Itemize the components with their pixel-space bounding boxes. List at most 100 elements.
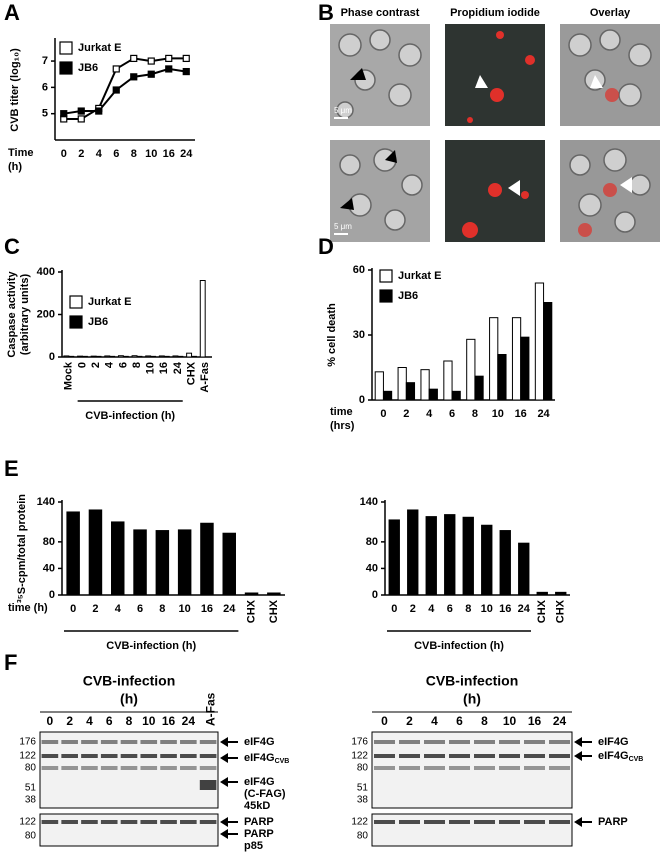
band [424,740,445,744]
band [100,740,118,744]
x-tick-label: CHX [185,361,197,385]
bar [499,530,511,596]
lane-label: 10 [142,714,156,728]
band [100,820,118,824]
lane-label: 0 [381,714,388,728]
panel-label: F [4,650,17,675]
x-tick-label: 6 [117,362,129,368]
panel-label: B [318,0,334,25]
panel-label: E [4,456,19,481]
band-label: eIF4GCVB [598,750,643,763]
band-label: eIF4GCVB [244,752,289,765]
band [499,740,520,744]
point [112,65,120,73]
band [180,740,197,744]
x-tick-label: CHX [555,599,567,623]
legend-label: Jurkat E [88,296,131,308]
y-tick-label: 80 [43,536,55,548]
x-tick-label: CHX [536,599,548,623]
bar [474,375,484,401]
y-tick-label: 400 [37,266,55,278]
x-tick-label: 16 [201,603,213,615]
bar [244,592,259,596]
x-tick-label: 24 [223,603,236,615]
panel-label: A [4,0,20,25]
bar [444,514,456,596]
band-label-main: PARP [598,816,628,828]
point [112,86,120,94]
band [499,820,520,824]
lane-label: 8 [481,714,488,728]
x-tick-label: 10 [481,603,493,615]
y-tick-label: 5 [42,108,48,120]
point [182,54,190,63]
band [199,740,217,744]
band [140,754,158,758]
band-label: eIF4G [244,736,275,748]
y-axis-label: Caspase activity [6,271,18,358]
arrow-head [574,817,582,827]
bar [117,355,124,358]
band [41,766,59,770]
band [81,740,98,744]
band [549,754,570,758]
bar [122,355,129,358]
band [449,740,470,744]
bar [536,591,548,596]
x-tick-label: 10 [179,603,191,615]
y-tick-label: 0 [49,351,55,363]
mw-marker: 51 [357,783,369,794]
x-tick-label: 6 [449,408,455,420]
legend-swatch [59,41,73,55]
bar [133,529,147,596]
x-tick-label: 4 [115,603,122,615]
mw-marker: 80 [357,831,369,842]
lane-label: 24 [182,714,196,728]
x-tick-label: 2 [78,148,84,160]
blot-membrane [39,813,219,847]
x-tick-label: 4 [96,148,103,160]
y-axis-label: ³⁵S-cpm/total protein [16,494,28,603]
x-tick-label: 2 [90,362,102,368]
blot-membrane [371,813,573,847]
bar [489,317,499,401]
band [100,754,118,758]
bar [518,542,530,596]
y-tick-label: 140 [37,496,55,508]
y-tick-label: 0 [359,394,365,406]
x-tick-label: 10 [492,408,504,420]
band-label-sub: CVB [275,758,290,765]
bar [407,509,419,596]
point [77,107,85,115]
pi-stain [462,31,619,238]
x-tick-label: CHX [268,599,280,623]
band [424,820,445,824]
bar [200,522,214,596]
point [165,54,173,63]
scale-label: 5 μm [334,106,352,115]
x-tick-label: 4 [104,361,116,368]
bar [191,355,197,358]
bar [111,521,125,596]
lane-label: 6 [106,714,113,728]
lane-label: 2 [66,714,73,728]
arrow-head [574,737,582,747]
mw-marker: 38 [357,795,369,806]
band [499,754,520,758]
x-tick-label: A-Fas [199,362,211,393]
arrow-head [220,777,228,787]
lane-label: 16 [528,714,542,728]
arrow-head [220,817,228,827]
bar [77,355,83,358]
point [95,107,103,115]
x-axis-label: Time [8,147,33,159]
point [147,57,155,65]
lane-label: 8 [126,714,133,728]
mw-marker: 176 [19,737,36,748]
band [499,766,520,770]
blot-title: CVB-infection [426,673,519,689]
x-tick-label: 16 [163,148,175,160]
bar [222,532,236,596]
column-header: Propidium iodide [450,7,540,19]
